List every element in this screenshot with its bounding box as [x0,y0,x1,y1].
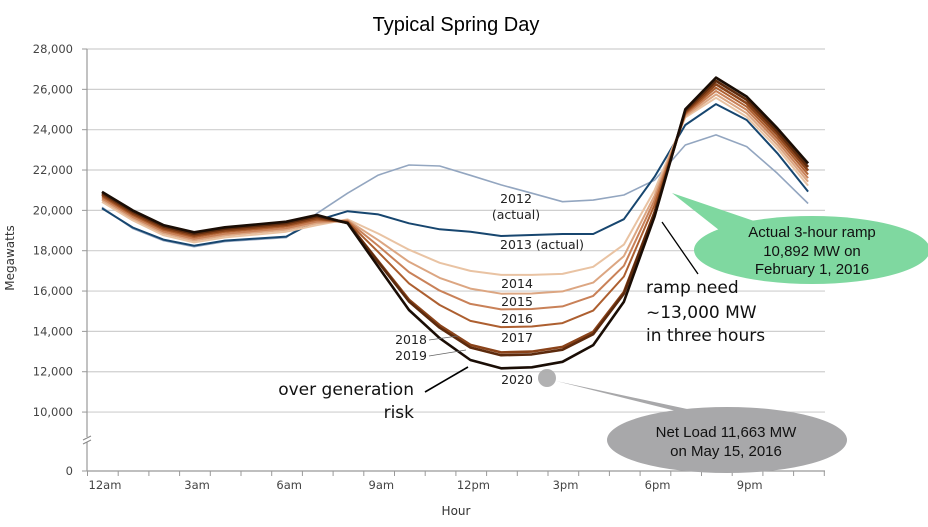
green-callout: Actual 3-hour ramp 10,892 MW on February… [672,193,928,284]
y-tick-label: 12,000 [33,365,73,379]
y-axis-title: Megawatts [3,225,17,291]
y-tick-label: 16,000 [33,284,73,298]
series-line-2014 [101,96,809,276]
y-tick-label: 18,000 [33,244,73,258]
green-callout-bubble [694,216,928,284]
gray-callout-line2: on May 15, 2016 [670,443,782,460]
x-tick-labels: 12am 3am 6am 9am 12pm 3pm 6pm 9pm [89,478,763,492]
series-line-2020 [101,76,810,370]
x-tick-label: 3pm [553,478,579,492]
label-2013: 2013 (actual) [500,237,584,252]
ramp-need-line2: ~13,000 MW [646,303,757,323]
over-generation-text: over generation [278,380,414,400]
over-generation-pointer [424,366,469,393]
y-tick-label: 22,000 [33,163,73,177]
leader-2019 [428,349,467,357]
series-line-2013 [101,103,809,247]
risk-text: risk [384,403,415,423]
axis-break-mark [82,435,92,445]
label-2020: 2020 [501,372,533,387]
label-2012: 2012 [500,191,532,206]
label-2015: 2015 [501,294,533,309]
y-tick-label: 20,000 [33,203,73,217]
x-tick-label: 12pm [457,478,490,492]
y-tick-label: 10,000 [33,405,73,419]
x-axis-title: Hour [442,504,471,518]
series-line-2016 [101,90,809,311]
green-callout-line2: 10,892 MW on [763,243,861,260]
x-tick-label: 12am [89,478,122,492]
y-tick-label: 24,000 [33,123,73,137]
gray-callout-bubble [556,381,720,416]
leader-2018 [428,335,459,341]
label-2018: 2018 [395,332,427,347]
ramp-need-line1: ramp need [646,278,739,298]
gray-callout: Net Load 11,663 MW on May 15, 2016 [538,369,847,473]
x-tick-label: 3am [184,478,210,492]
y-tick-labels: 0 10,000 12,000 14,000 16,000 18,000 20,000 22,… [33,42,73,478]
y-tick-label: 28,000 [33,42,73,56]
x-tick-label: 6am [276,478,302,492]
series-line-2015 [101,93,809,295]
label-2014: 2014 [501,276,533,291]
chart-title: Typical Spring Day [373,14,540,36]
green-callout-line1: Actual 3-hour ramp [748,224,876,241]
series-lines [101,76,810,370]
x-tick-label: 9pm [737,478,763,492]
label-2012-actual: (actual) [492,207,540,222]
over-generation-annotation: over generation risk [278,366,469,423]
net-load-marker [538,369,556,387]
series-labels: 2012 (actual) 2013 (actual) 2014 2015 20… [395,191,584,387]
x-tick-label: 9am [369,478,395,492]
x-tick-label: 6pm [645,478,671,492]
label-2017: 2017 [501,330,533,345]
gray-callout-bubble [607,407,847,473]
label-2019: 2019 [395,348,427,363]
label-2016: 2016 [501,311,533,326]
ramp-need-annotation: ramp need ~13,000 MW in three hours [646,221,765,346]
ramp-need-line3: in three hours [646,326,765,346]
y-tick-label: 0 [66,464,73,478]
y-tick-label: 26,000 [33,82,73,96]
ramp-need-pointer [661,221,699,275]
gray-callout-line1: Net Load 11,663 MW [656,424,797,441]
green-callout-line3: February 1, 2016 [755,261,869,278]
y-tick-label: 14,000 [33,324,73,338]
